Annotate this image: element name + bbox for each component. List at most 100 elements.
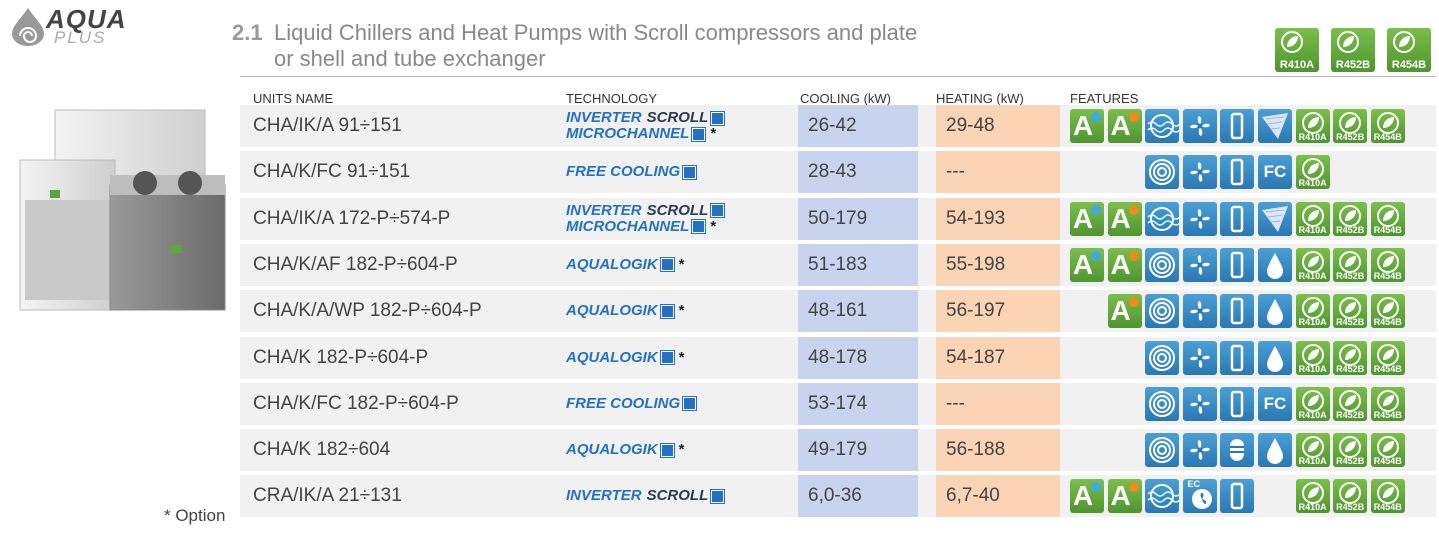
refrigerant-icon: R410A [1296,202,1330,236]
feature-icon [1220,479,1254,513]
technology-icon [661,258,674,271]
refrigerant-icon: R410A [1296,109,1330,143]
refrigerant-label: R452B [1333,225,1367,235]
cooling: 26-42 [798,105,918,147]
option-mark: * [679,257,685,273]
unit-name: CHA/K 182÷604 [253,429,390,471]
refrigerant-label: R452B [1333,410,1367,420]
divider [240,76,1436,77]
technology-line: AQUALOGIK * [566,442,796,458]
feature-label: FC [1258,162,1292,182]
heating: 54-193 [936,198,1060,240]
technology: FREE COOLING [566,383,796,425]
feature-icon [1258,294,1292,328]
energy-class-icon: A [1070,479,1104,513]
refrigerant-icon: R410A [1296,248,1330,282]
technology-icon [711,112,724,125]
refrigerant-icon: R452B [1333,294,1367,328]
technology-word: MICROCHANNEL [566,126,689,142]
technology: INVERTERSCROLLMICROCHANNEL* [566,198,796,240]
technology: AQUALOGIK* [566,290,796,332]
feature-icon [1183,202,1217,236]
cooling: 48-178 [798,337,918,379]
refrigerant-icon: R454B [1371,433,1405,467]
refrigerant-icon: R454B [1371,387,1405,421]
feature-icon [1183,341,1217,375]
heating: 55-198 [936,244,1060,286]
technology-word: AQUALOGIK [566,257,658,273]
refrigerant-label: R454B [1371,456,1405,466]
technology-line: FREE COOLING [566,164,796,180]
feature-icon [1183,155,1217,189]
energy-class-badge [1129,112,1139,122]
refrigerant-label: R454B [1371,271,1405,281]
feature-icon [1220,341,1254,375]
option-mark: * [679,303,685,319]
refrigerant-icon: R454B [1371,294,1405,328]
page: AQUA PLUS 2.1 Liquid Chillers and Heat P… [0,0,1439,541]
refrigerant-label: R454B [1387,59,1431,71]
feature-icon [1258,341,1292,375]
technology-word: AQUALOGIK [566,350,658,366]
refrigerant-label: R452B [1333,132,1367,142]
feature-icon [1145,155,1179,189]
refrigerant-label: R410A [1296,225,1330,235]
option-mark: * [679,442,685,458]
heating: 56-197 [936,290,1060,332]
technology-line: INVERTER SCROLL [566,110,796,126]
technology-word: INVERTER [566,110,642,126]
section-title: or shell and tube exchanger [274,46,546,72]
energy-class-badge [1129,251,1139,261]
technology-line: INVERTERSCROLL [566,203,796,219]
cooling: 6,0-36 [798,475,918,517]
energy-class-icon: A [1070,109,1104,143]
feature-icon [1145,294,1179,328]
heating: --- [936,151,1060,193]
feature-icon [1220,248,1254,282]
feature-icon [1220,155,1254,189]
energy-class-icon: A [1070,202,1104,236]
technology-line: FREE COOLING [566,396,796,412]
column-header: COOLING (kW) [800,91,891,106]
technology-line: MICROCHANNEL* [566,219,796,235]
heating: --- [936,383,1060,425]
cooling: 48-161 [798,290,918,332]
feature-icon: FC [1258,155,1292,189]
refrigerant-icon: R452B [1331,28,1375,72]
feature-icon [1183,109,1217,143]
energy-class-badge [1091,251,1101,261]
feature-icon [1183,294,1217,328]
refrigerant-label: R452B [1333,456,1367,466]
energy-class-badge [1129,297,1139,307]
refrigerant-icon: R410A [1296,341,1330,375]
unit-name: CHA/K/FC 91÷151 [253,151,410,193]
footnote: * Option [164,506,225,526]
energy-class-icon: A [1108,109,1142,143]
technology-word: AQUALOGIK [566,442,658,458]
technology-line: AQUALOGIK* [566,303,796,319]
refrigerant-icon: R452B [1333,387,1367,421]
feature-icon [1220,202,1254,236]
refrigerant-icon: R410A [1275,28,1319,72]
product-photo [5,90,230,315]
option-mark: * [710,219,716,235]
refrigerant-icon: R454B [1371,109,1405,143]
refrigerant-label: R454B [1371,317,1405,327]
feature-icon [1220,387,1254,421]
energy-class-icon: A [1108,294,1142,328]
technology-icon [711,204,724,217]
cooling: 53-174 [798,383,918,425]
energy-class-icon: A [1108,479,1142,513]
technology-word: SCROLL [647,110,709,126]
cooling: 28-43 [798,151,918,193]
energy-class-badge [1129,482,1139,492]
refrigerant-label: R410A [1296,317,1330,327]
refrigerant-label: R410A [1296,410,1330,420]
feature-icon [1183,433,1217,467]
heating: 54-187 [936,337,1060,379]
column-header: FEATURES [1070,91,1138,106]
unit-name: CHA/K/AF 182-P÷604-P [253,244,458,286]
technology-line: AQUALOGIK * [566,257,796,273]
unit-name: CHA/IK/A 172-P÷574-P [253,198,450,240]
